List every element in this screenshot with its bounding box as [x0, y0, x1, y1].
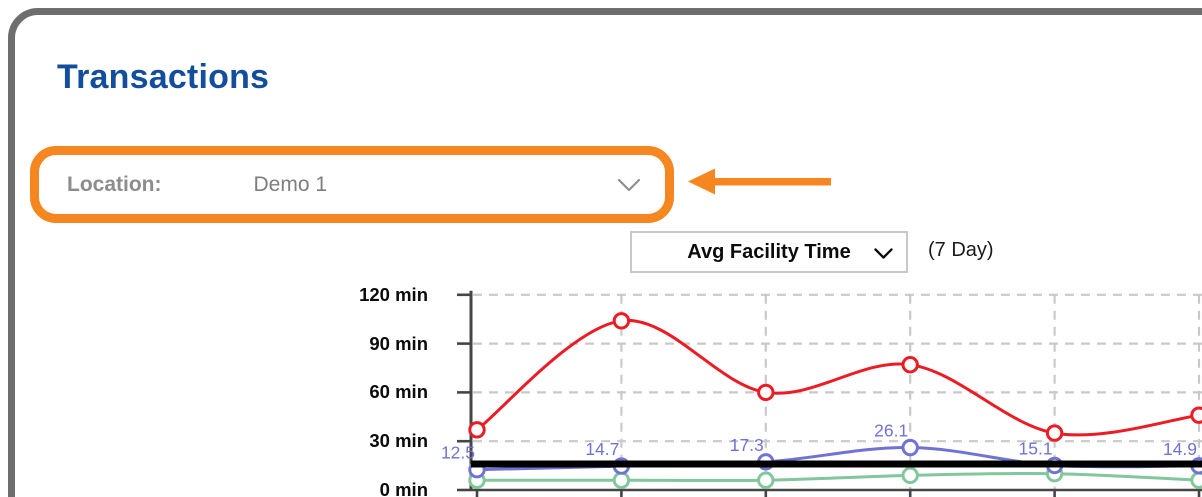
y-axis-tick-label: 120 min: [359, 283, 428, 305]
metric-select-value: Avg Facility Time: [687, 240, 851, 263]
y-axis-tick-label: 60 min: [369, 381, 428, 403]
metric-select[interactable]: Avg Facility Time: [630, 231, 908, 273]
point-value-label: 12.5: [441, 443, 475, 463]
chevron-down-icon: [874, 248, 893, 260]
location-value: Demo 1: [253, 172, 328, 196]
page-title: Transactions: [57, 58, 270, 96]
chevron-down-icon: [617, 178, 641, 192]
point-value-label: 26.1: [874, 421, 908, 441]
y-axis-tick-label: 0 min: [379, 479, 428, 497]
period-label: (7 Day): [928, 239, 994, 261]
content-card: [8, 8, 1202, 497]
point-value-label: 14.7: [585, 439, 619, 459]
arrow-left-icon: [688, 168, 831, 195]
y-axis-tick-label: 30 min: [369, 430, 428, 452]
location-highlight-ring: Location: Demo 1: [30, 146, 674, 223]
y-axis-labels: 0 min 30 min 60 min 90 min 120 min: [330, 225, 428, 497]
location-select[interactable]: Demo 1: [162, 173, 642, 197]
y-axis-tick-label: 90 min: [369, 332, 428, 354]
point-value-label: 15.1: [1019, 438, 1053, 458]
facility-time-chart: 12.5 14.7 17.3 26.1 15.1 14.9: [441, 290, 1202, 497]
point-value-label: 14.9: [1163, 439, 1197, 459]
point-value-label: 17.3: [730, 435, 764, 455]
location-label: Location:: [67, 172, 162, 196]
